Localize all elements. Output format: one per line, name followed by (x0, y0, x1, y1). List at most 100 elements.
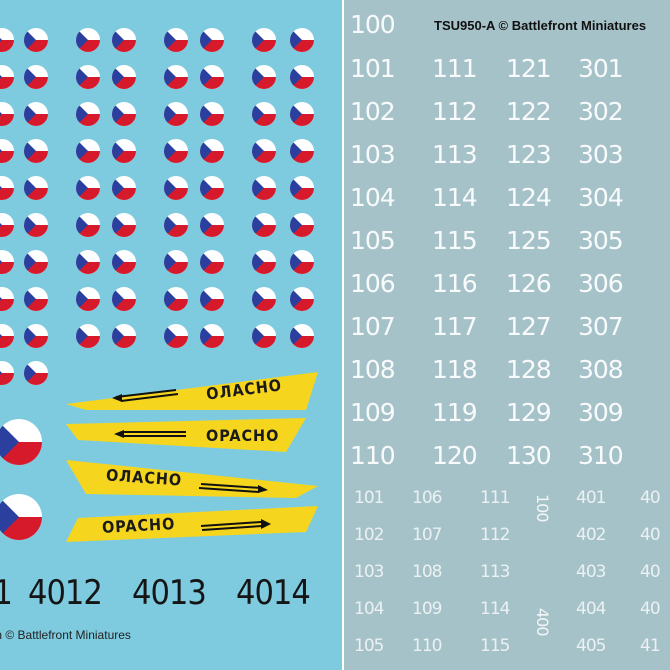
large-number: 128 (506, 355, 552, 384)
roundel (290, 28, 314, 52)
large-number: 115 (432, 226, 478, 255)
small-number: 404 (576, 599, 606, 619)
roundel (0, 176, 14, 200)
small-number: 405 (576, 636, 606, 656)
small-number: 105 (354, 636, 384, 656)
roundel (252, 213, 276, 237)
roundel (290, 287, 314, 311)
decal-sheet-right: TSU950-A © Battlefront Miniatures 100 101… (344, 0, 670, 670)
banner-text-2: OPACHO (206, 426, 280, 445)
roundel (76, 65, 100, 89)
black-number-2: 4012 (28, 573, 103, 613)
large-number: 113 (432, 140, 478, 169)
roundel (200, 102, 224, 126)
roundel (112, 139, 136, 163)
roundel (200, 324, 224, 348)
small-number: 114 (480, 599, 510, 619)
large-number: 102 (350, 97, 396, 126)
decal-sheet-left: ОЛАСНО OPACHO ОЛАСНО OPACHO 4011 4012 40… (0, 0, 342, 670)
roundel (200, 250, 224, 274)
small-number: 109 (412, 599, 442, 619)
roundel (76, 287, 100, 311)
large-number: 111 (432, 54, 478, 83)
roundel (164, 102, 188, 126)
small-number: 104 (354, 599, 384, 619)
roundel (0, 250, 14, 274)
roundel (24, 250, 48, 274)
roundel (252, 176, 276, 200)
roundel (24, 65, 48, 89)
roundel (76, 176, 100, 200)
roundel (200, 176, 224, 200)
roundel (290, 139, 314, 163)
large-number: 100 (350, 10, 396, 39)
large-number: 101 (350, 54, 396, 83)
roundel (290, 102, 314, 126)
roundel (112, 176, 136, 200)
roundel (252, 28, 276, 52)
large-number: 306 (578, 269, 624, 298)
large-number: 119 (432, 398, 478, 427)
large-number: 308 (578, 355, 624, 384)
small-number: 113 (480, 562, 510, 582)
roundel (252, 324, 276, 348)
vertical-number-1: 100 (533, 494, 552, 522)
roundel (164, 176, 188, 200)
roundel (112, 65, 136, 89)
large-number: 304 (578, 183, 624, 212)
roundel (24, 102, 48, 126)
large-number: 129 (506, 398, 552, 427)
black-number-1: 4011 (0, 573, 13, 613)
roundel (76, 28, 100, 52)
roundel (164, 213, 188, 237)
roundel (164, 324, 188, 348)
roundel (112, 324, 136, 348)
black-number-3: 4013 (132, 573, 207, 613)
roundel (164, 65, 188, 89)
sheet-code: TSU950-A © Battlefront Miniatures (434, 18, 647, 33)
roundel (252, 65, 276, 89)
large-number: 109 (350, 398, 396, 427)
roundel (112, 213, 136, 237)
large-number: 108 (350, 355, 396, 384)
roundel (164, 28, 188, 52)
large-number: 309 (578, 398, 624, 427)
banner-text-4: OPACHO (101, 514, 176, 537)
roundel (290, 65, 314, 89)
roundel (112, 250, 136, 274)
large-number: 302 (578, 97, 624, 126)
roundel (24, 28, 48, 52)
large-number: 106 (350, 269, 396, 298)
roundel (24, 324, 48, 348)
small-number: 111 (480, 488, 510, 508)
roundel (290, 176, 314, 200)
roundel (112, 287, 136, 311)
warning-banner-1: ОЛАСНО (66, 372, 318, 410)
large-number: 310 (578, 441, 624, 470)
roundel (112, 28, 136, 52)
large-roundel-1 (0, 419, 42, 465)
large-number: 127 (506, 312, 552, 341)
large-number: 122 (506, 97, 552, 126)
roundel (24, 139, 48, 163)
roundel (290, 213, 314, 237)
small-number: 40 (640, 562, 661, 582)
roundel (0, 28, 14, 52)
roundel (290, 324, 314, 348)
large-number: 301 (578, 54, 624, 83)
small-number: 40 (640, 488, 661, 508)
roundel (0, 213, 14, 237)
large-number: 103 (350, 140, 396, 169)
small-number: 403 (576, 562, 606, 582)
large-number: 123 (506, 140, 552, 169)
small-number: 402 (576, 525, 606, 545)
roundel (24, 176, 48, 200)
large-number: 114 (432, 183, 478, 212)
large-number: 116 (432, 269, 478, 298)
small-number: 41 (640, 636, 661, 656)
small-number: 112 (480, 525, 510, 545)
warning-banner-2: OPACHO (66, 418, 318, 456)
roundel (164, 139, 188, 163)
roundel (200, 28, 224, 52)
roundel (200, 139, 224, 163)
